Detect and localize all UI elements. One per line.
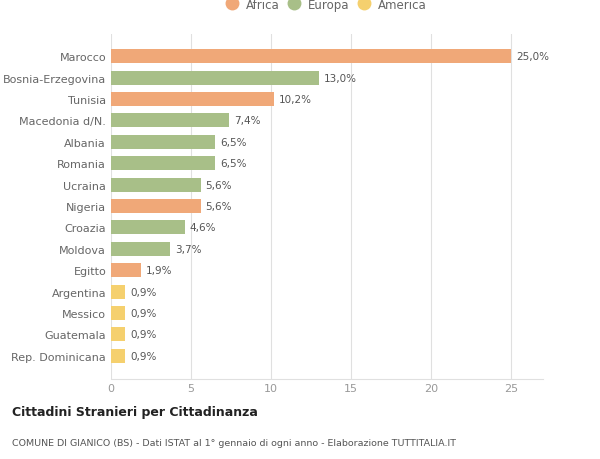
- Text: 6,5%: 6,5%: [220, 159, 247, 169]
- Bar: [111, 242, 170, 256]
- Bar: [111, 285, 125, 299]
- Text: 4,6%: 4,6%: [190, 223, 216, 233]
- Text: 0,9%: 0,9%: [130, 287, 157, 297]
- Bar: [111, 178, 200, 192]
- Text: 10,2%: 10,2%: [279, 95, 312, 105]
- Legend: Africa, Europa, America: Africa, Europa, America: [224, 0, 430, 16]
- Text: 0,9%: 0,9%: [130, 351, 157, 361]
- Text: 1,9%: 1,9%: [146, 266, 173, 275]
- Text: 7,4%: 7,4%: [234, 116, 260, 126]
- Text: Cittadini Stranieri per Cittadinanza: Cittadini Stranieri per Cittadinanza: [12, 405, 258, 419]
- Bar: [111, 135, 215, 150]
- Bar: [111, 200, 200, 213]
- Bar: [111, 157, 215, 171]
- Bar: [111, 93, 274, 106]
- Bar: [111, 114, 229, 128]
- Bar: [111, 72, 319, 85]
- Bar: [111, 50, 511, 64]
- Text: 0,9%: 0,9%: [130, 308, 157, 319]
- Text: 5,6%: 5,6%: [205, 180, 232, 190]
- Text: 6,5%: 6,5%: [220, 138, 247, 147]
- Text: 25,0%: 25,0%: [516, 52, 549, 62]
- Bar: [111, 328, 125, 341]
- Bar: [111, 263, 142, 278]
- Bar: [111, 221, 185, 235]
- Text: 13,0%: 13,0%: [324, 73, 357, 84]
- Text: 3,7%: 3,7%: [175, 244, 202, 254]
- Text: 5,6%: 5,6%: [205, 202, 232, 212]
- Bar: [111, 349, 125, 363]
- Text: 0,9%: 0,9%: [130, 330, 157, 340]
- Bar: [111, 307, 125, 320]
- Text: COMUNE DI GIANICO (BS) - Dati ISTAT al 1° gennaio di ogni anno - Elaborazione TU: COMUNE DI GIANICO (BS) - Dati ISTAT al 1…: [12, 438, 456, 447]
